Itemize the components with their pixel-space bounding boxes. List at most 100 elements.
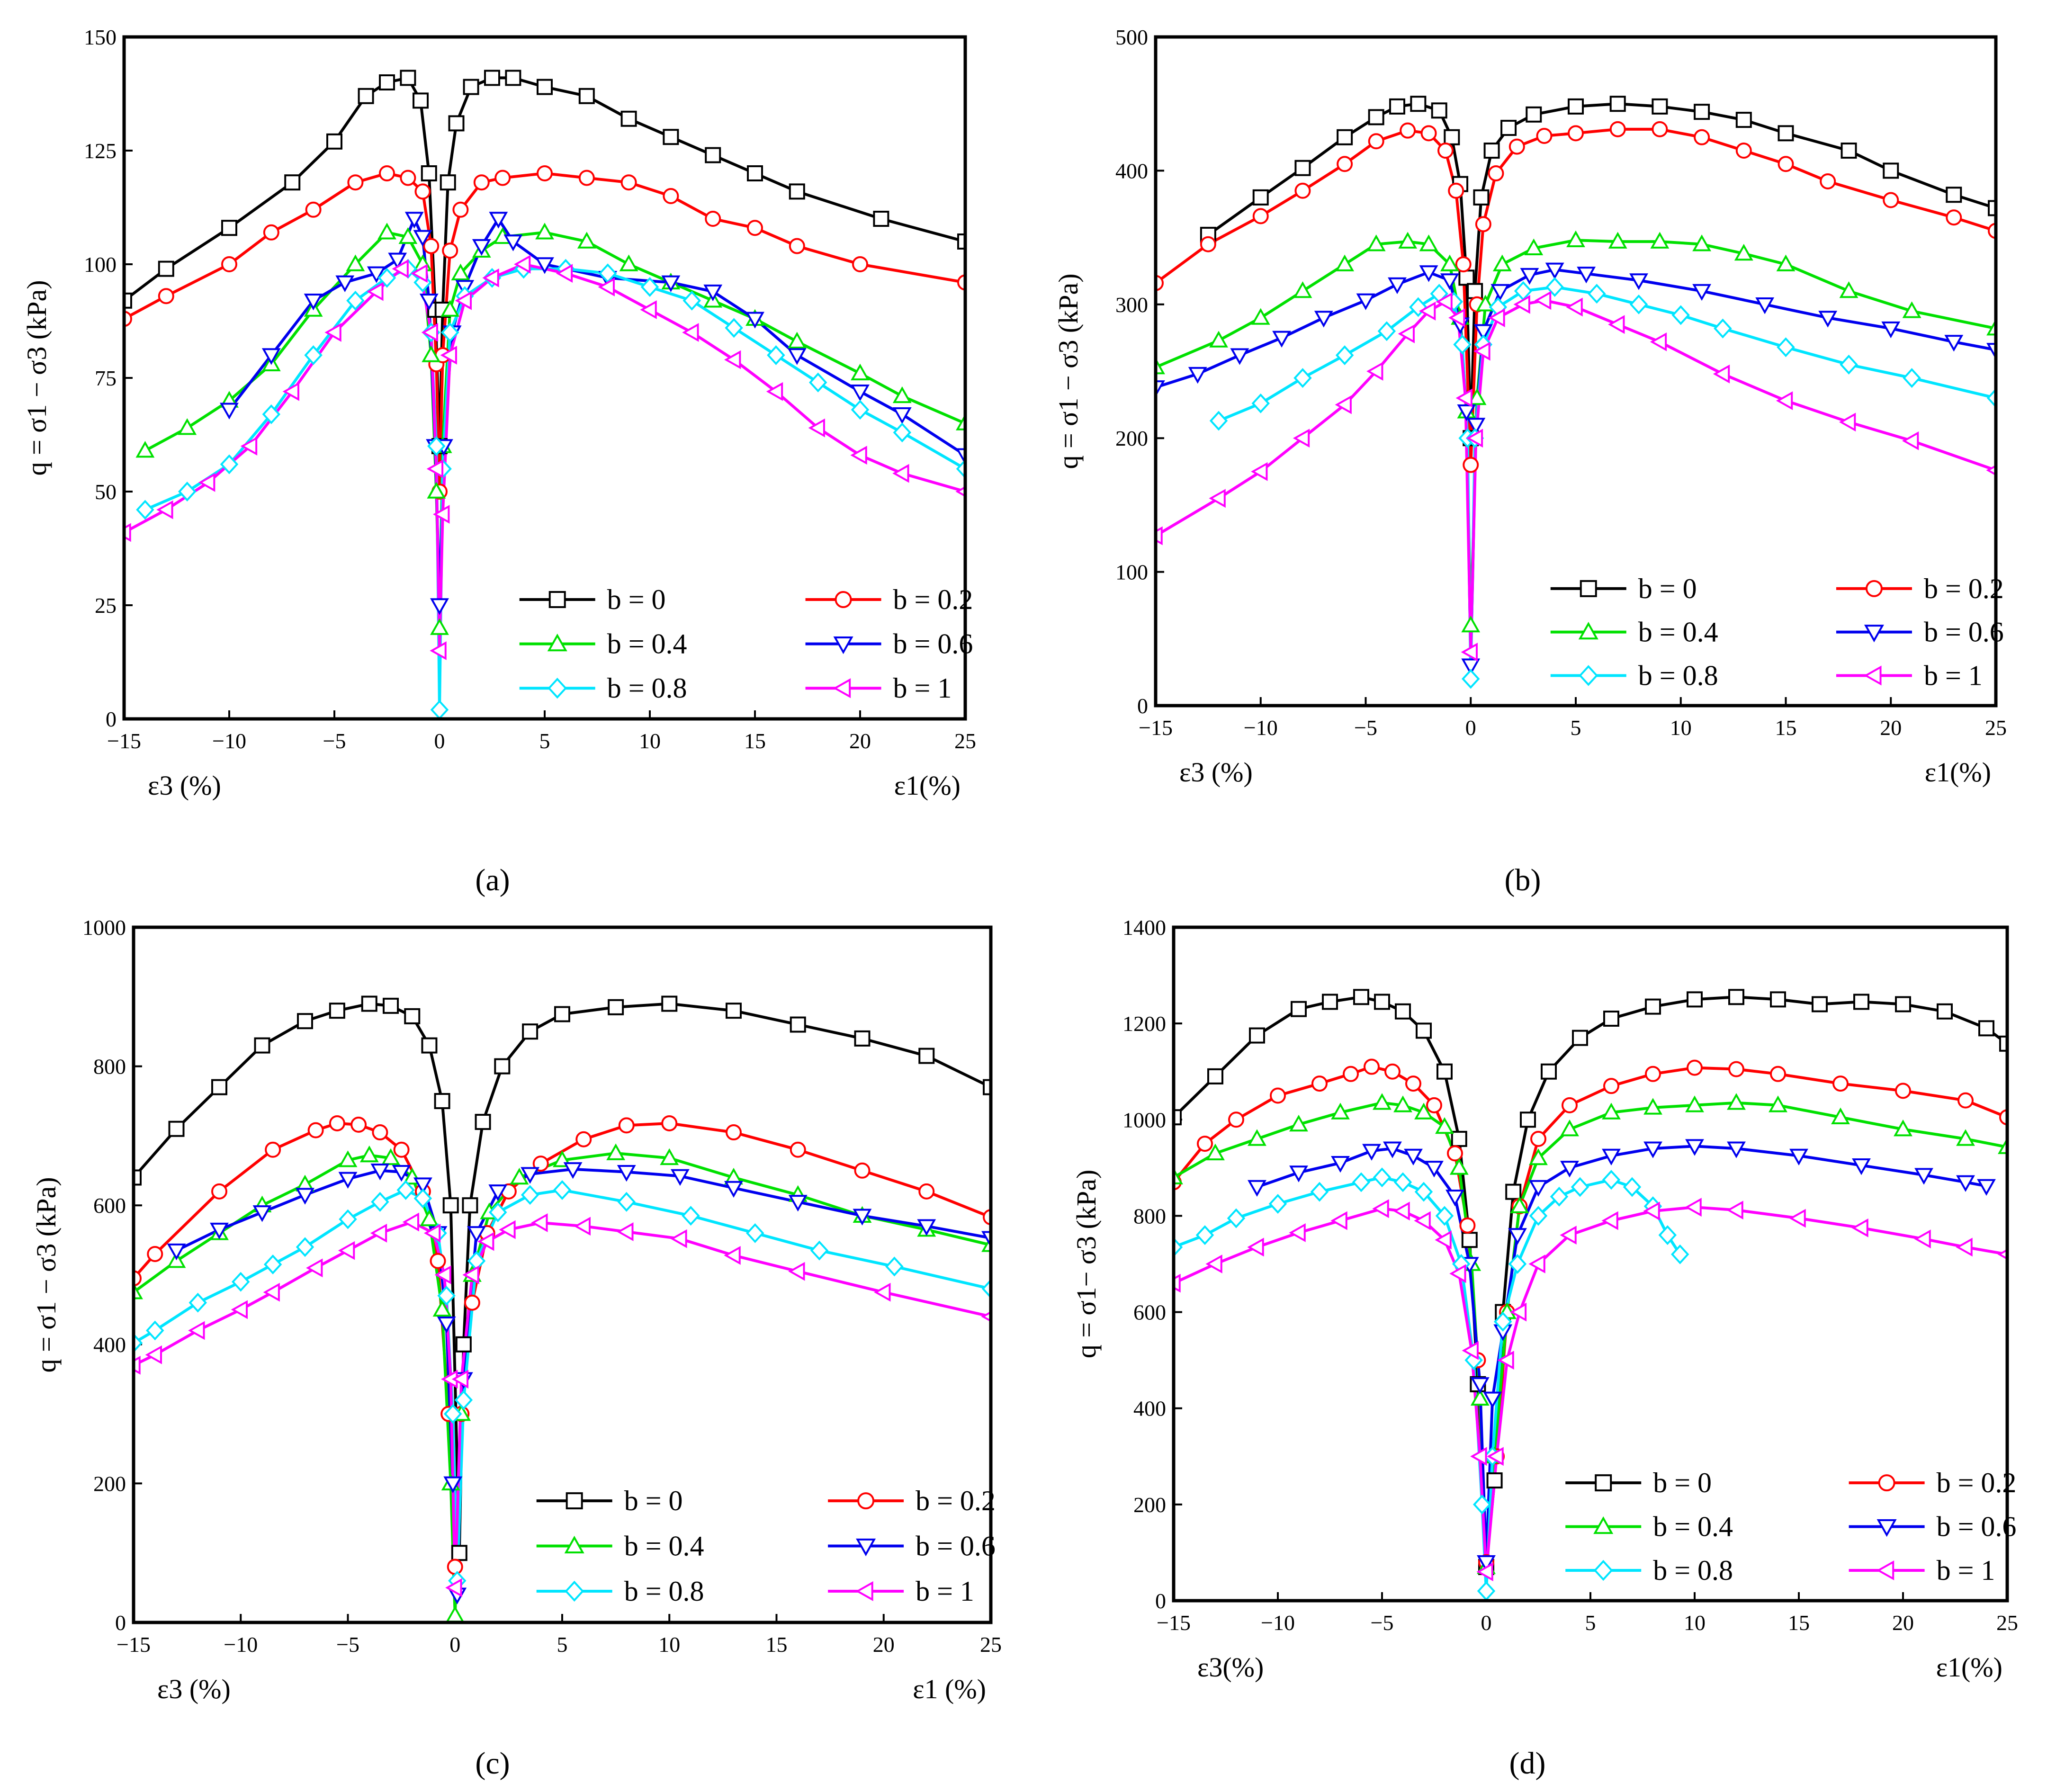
legend-marker	[1865, 580, 1883, 597]
data-point	[338, 1150, 358, 1167]
data-point	[413, 1188, 432, 1209]
data-point	[1431, 102, 1447, 119]
data-point	[1156, 380, 1165, 397]
data-point	[1426, 1097, 1442, 1113]
data-point	[167, 1243, 186, 1261]
x-tick-label: 10	[1670, 716, 1692, 740]
data-point	[329, 1003, 345, 1019]
data-point	[1685, 1198, 1702, 1217]
data-point	[1156, 275, 1164, 291]
data-point	[788, 1262, 805, 1281]
data-point	[1777, 337, 1795, 358]
data-point	[670, 1229, 687, 1248]
data-point	[1337, 156, 1353, 172]
data-point	[1497, 1351, 1514, 1370]
legend-label: b = 0.4	[624, 1531, 704, 1562]
data-point	[725, 318, 743, 338]
data-point	[1488, 308, 1505, 327]
data-point	[1692, 234, 1712, 251]
data-point	[370, 1164, 390, 1181]
data-point	[393, 1141, 410, 1158]
data-point	[1252, 208, 1269, 224]
legend-label: b = 0.8	[624, 1576, 704, 1607]
y-tick-label: 0	[1155, 1589, 1166, 1613]
data-point	[147, 1245, 163, 1262]
data-point	[346, 254, 365, 271]
data-point	[1529, 1148, 1548, 1165]
legend-label: b = 0	[607, 584, 666, 615]
legend-label: b = 0.6	[1924, 617, 2004, 648]
data-point	[1727, 1141, 1746, 1158]
data-point	[455, 291, 472, 310]
data-point	[1448, 182, 1464, 199]
data-point	[1398, 232, 1418, 249]
data-point	[263, 1282, 280, 1302]
data-point	[146, 1320, 164, 1341]
x-tick-label: −5	[1354, 716, 1377, 740]
data-point	[1377, 321, 1396, 341]
data-point	[1463, 457, 1479, 473]
legend-label: b = 0.2	[916, 1485, 996, 1516]
data-point	[1436, 292, 1453, 312]
data-point	[1227, 1208, 1246, 1228]
data-point	[430, 1253, 446, 1269]
data-point	[338, 1241, 355, 1260]
data-point	[1944, 335, 1964, 352]
x-tick-label: 20	[873, 1632, 895, 1657]
data-point	[445, 1578, 462, 1597]
series-group	[1174, 989, 2007, 1601]
data-point	[1477, 1555, 1496, 1572]
data-point	[232, 1272, 250, 1292]
x-axis-label-left: ε3 (%)	[1179, 757, 1253, 788]
data-point	[620, 110, 637, 127]
legend-marker	[547, 633, 567, 652]
data-point	[1937, 1003, 1953, 1020]
data-point	[1903, 368, 1921, 388]
data-point	[377, 268, 396, 288]
data-point	[1449, 1158, 1469, 1175]
data-point	[305, 201, 322, 218]
legend-label: b = 0	[624, 1485, 683, 1516]
data-point	[1174, 1237, 1183, 1257]
data-point	[873, 211, 889, 227]
data-point	[514, 255, 531, 274]
y-tick-label: 100	[84, 252, 117, 277]
data-point	[1490, 284, 1510, 301]
data-point	[1414, 1102, 1433, 1120]
legend-label: b = 0.8	[1653, 1555, 1733, 1586]
panel-a: −15 −10 −5 0 5 10 15 20 25 0 25 50 75 100 125 150 b = 0 b…	[21, 25, 976, 897]
x-tick-label: 25	[954, 729, 976, 753]
data-point	[210, 1222, 229, 1240]
data-point	[263, 224, 279, 241]
data-point	[1366, 362, 1383, 381]
data-point	[726, 1124, 742, 1141]
data-point	[1536, 127, 1553, 144]
data-point	[682, 1206, 700, 1226]
data-point	[574, 1217, 591, 1236]
data-point	[808, 418, 825, 438]
data-point	[1776, 391, 1793, 411]
data-point	[789, 183, 805, 200]
y-tick-label: 50	[95, 480, 117, 504]
data-point	[421, 165, 437, 181]
data-point	[663, 188, 679, 204]
data-point	[1435, 1117, 1454, 1134]
data-point	[350, 1116, 367, 1133]
data-point	[874, 1282, 891, 1302]
data-point	[1368, 109, 1384, 125]
data-point	[1248, 1180, 1266, 1197]
data-point	[188, 1321, 205, 1340]
data-point	[398, 227, 418, 244]
series-line	[1207, 102, 1996, 440]
data-point	[640, 300, 657, 319]
data-point	[1209, 331, 1228, 348]
data-point	[252, 1205, 272, 1222]
series-line	[1156, 239, 1996, 627]
data-point	[1832, 1075, 1849, 1092]
data-point	[726, 1003, 742, 1019]
x-axis-label-right: ε1(%)	[1936, 1652, 2002, 1683]
data-point	[1999, 1035, 2007, 1052]
data-point	[598, 278, 615, 296]
data-point	[1455, 388, 1472, 408]
data-point	[1356, 293, 1375, 310]
